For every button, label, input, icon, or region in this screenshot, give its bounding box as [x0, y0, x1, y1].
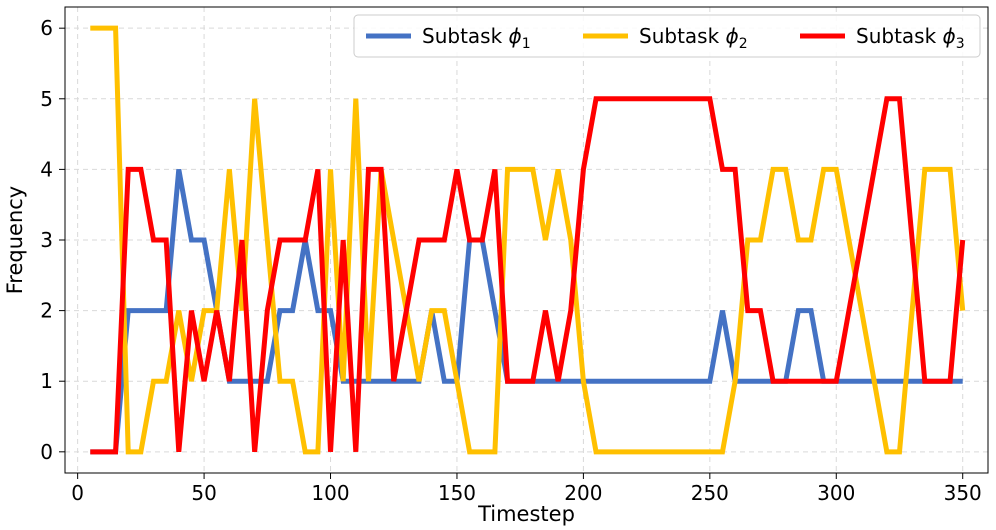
- legend-label-3: Subtask ϕ3: [856, 24, 965, 52]
- x-tick-label: 150: [438, 481, 476, 505]
- y-tick-label: 3: [40, 228, 53, 252]
- x-tick-label: 200: [564, 481, 602, 505]
- axis-ticks: 0 50 100 150 200 250 300 350 0 1 2 3 4 5 6: [40, 16, 982, 505]
- legend-box: [353, 14, 981, 58]
- y-axis-label: Frequency: [3, 186, 27, 295]
- legend-label-2: Subtask ϕ2: [639, 24, 748, 52]
- series-lines: [90, 25, 966, 455]
- y-tick-label: 4: [40, 157, 53, 181]
- legend-label-1: Subtask ϕ1: [422, 24, 531, 52]
- y-tick-label: 2: [40, 299, 53, 323]
- plot-frame: [64, 6, 989, 474]
- x-tick-label: 0: [71, 481, 84, 505]
- x-tick-label: 250: [691, 481, 729, 505]
- series-line-2: [90, 25, 966, 455]
- x-axis-label: Timestep: [477, 502, 575, 526]
- x-tick-label: 100: [311, 481, 349, 505]
- x-tick-label: 300: [817, 481, 855, 505]
- x-tick-label: 350: [944, 481, 982, 505]
- x-tick-label: 50: [191, 481, 216, 505]
- y-tick-label: 5: [40, 87, 53, 111]
- legend: Subtask ϕ1 Subtask ϕ2 Subtask ϕ3: [353, 14, 981, 58]
- y-tick-label: 0: [40, 440, 53, 464]
- y-tick-label: 1: [40, 369, 53, 393]
- y-tick-label: 6: [40, 16, 53, 40]
- series-line-3: [90, 96, 966, 455]
